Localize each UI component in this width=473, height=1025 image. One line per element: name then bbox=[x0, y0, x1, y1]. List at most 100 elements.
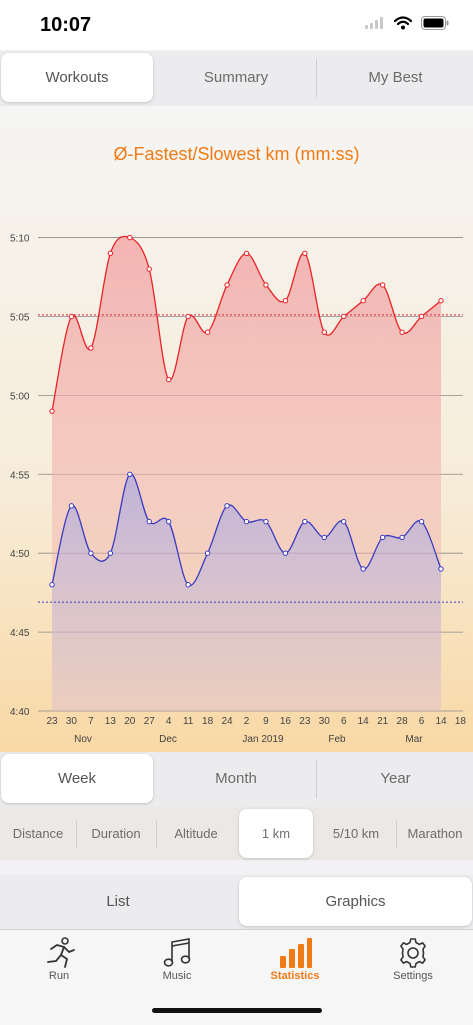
slowest-point bbox=[49, 582, 55, 588]
slowest-point bbox=[438, 566, 444, 572]
x-tick-label: 24 bbox=[221, 716, 233, 727]
slowest-point bbox=[418, 518, 425, 525]
wifi-icon bbox=[394, 16, 412, 30]
tabbar-run-label: Run bbox=[48, 970, 70, 982]
period-segmented-control: Week Month Year bbox=[0, 752, 473, 807]
slowest-series-area bbox=[52, 473, 441, 711]
x-tick-label: 20 bbox=[124, 716, 136, 727]
tabbar-statistics-label: Statistics bbox=[270, 970, 320, 982]
slowest-point bbox=[360, 566, 366, 572]
fastest-point bbox=[418, 313, 425, 320]
y-tick-label: 4:50 bbox=[10, 549, 30, 560]
y-tick-label: 5:05 bbox=[10, 312, 30, 323]
fastest-point bbox=[224, 282, 230, 288]
tab-1km[interactable]: 1 km bbox=[239, 809, 313, 858]
slowest-point bbox=[282, 550, 289, 556]
fastest-point bbox=[263, 282, 269, 288]
slowest-point bbox=[224, 503, 230, 509]
y-tick-label: 5:10 bbox=[10, 234, 30, 245]
pace-chart: 4:40 4:45 4:50 4:55 5:00 5:05 5:10 23 30 7 13 20 27 4… bbox=[10, 234, 467, 745]
month-label: Mar bbox=[405, 734, 423, 745]
tab-list[interactable]: List bbox=[106, 893, 130, 910]
month-label: Dec bbox=[159, 734, 177, 745]
segment-divider bbox=[316, 59, 317, 97]
fastest-point bbox=[379, 282, 386, 288]
x-tick-label: 30 bbox=[319, 716, 331, 727]
status-time: 10:07 bbox=[40, 14, 92, 36]
fastest-point bbox=[360, 297, 366, 304]
tab-graphics[interactable]: Graphics bbox=[239, 877, 472, 926]
fastest-point bbox=[302, 250, 308, 257]
slowest-point bbox=[88, 550, 94, 556]
fastest-point bbox=[166, 376, 172, 383]
fastest-point bbox=[127, 234, 133, 241]
fastest-point bbox=[88, 345, 94, 351]
tab-week[interactable]: Week bbox=[1, 754, 153, 803]
gear-icon bbox=[354, 936, 472, 970]
fastest-point bbox=[68, 313, 75, 320]
slowest-point bbox=[302, 518, 308, 525]
tabbar-music[interactable]: Music bbox=[118, 930, 236, 990]
fastest-point bbox=[185, 313, 191, 320]
tab-altitude[interactable]: Altitude bbox=[174, 826, 218, 841]
month-label: Feb bbox=[328, 734, 346, 745]
x-tick-label: 6 bbox=[419, 716, 425, 727]
x-tick-label: 4 bbox=[166, 716, 172, 727]
segment-divider bbox=[396, 820, 397, 848]
fastest-point bbox=[438, 297, 444, 304]
x-tick-label: 2 bbox=[244, 716, 250, 727]
tabbar-settings[interactable]: Settings bbox=[354, 930, 472, 990]
x-tick-label: 16 bbox=[280, 716, 292, 727]
tab-workouts[interactable]: Workouts bbox=[1, 53, 153, 102]
x-tick-label: 23 bbox=[299, 716, 311, 727]
x-tick-label: 23 bbox=[46, 716, 58, 727]
tab-summary[interactable]: Summary bbox=[203, 69, 269, 86]
x-tick-label: 18 bbox=[455, 716, 467, 727]
slowest-point bbox=[166, 518, 172, 525]
x-tick-label: 13 bbox=[105, 716, 117, 727]
x-tick-label: 27 bbox=[144, 716, 156, 727]
y-tick-label: 4:40 bbox=[10, 707, 30, 718]
signal-icon bbox=[365, 17, 383, 29]
month-label: Jan 2019 bbox=[242, 734, 284, 745]
status-icons bbox=[365, 16, 449, 30]
fastest-point bbox=[321, 329, 327, 335]
slowest-point bbox=[204, 550, 211, 556]
tab-my-best[interactable]: My Best bbox=[368, 69, 423, 86]
x-tick-label: 21 bbox=[377, 716, 389, 727]
battery-icon bbox=[421, 16, 449, 30]
fastest-point bbox=[204, 329, 211, 335]
segment-divider bbox=[76, 820, 77, 848]
x-tick-label: 7 bbox=[88, 716, 94, 727]
tab-distance[interactable]: Distance bbox=[12, 826, 64, 841]
x-tick-label: 14 bbox=[435, 716, 447, 727]
bar-chart-icon bbox=[236, 936, 354, 970]
x-tick-label: 11 bbox=[183, 716, 194, 727]
tabbar-run[interactable]: Run bbox=[0, 930, 118, 990]
x-tick-label: 9 bbox=[263, 716, 269, 727]
slowest-point bbox=[127, 471, 133, 477]
slowest-point bbox=[399, 534, 405, 541]
slowest-point bbox=[146, 518, 152, 525]
x-tick-label: 30 bbox=[66, 716, 78, 727]
segment-divider bbox=[156, 820, 157, 848]
chart-title: Ø-Fastest/Slowest km (mm:ss) bbox=[113, 144, 360, 164]
tab-marathon[interactable]: Marathon bbox=[407, 826, 463, 841]
x-tick-label: 28 bbox=[397, 716, 409, 727]
x-tick-label: 14 bbox=[358, 716, 370, 727]
tabbar-statistics[interactable]: Statistics bbox=[236, 930, 354, 990]
x-tick-label: 18 bbox=[202, 716, 214, 727]
slowest-point bbox=[107, 550, 114, 556]
tab-year[interactable]: Year bbox=[380, 770, 411, 787]
segment-divider bbox=[316, 760, 317, 798]
slowest-point bbox=[379, 534, 386, 541]
month-label: Nov bbox=[74, 734, 92, 745]
music-note-icon bbox=[118, 936, 236, 970]
slowest-point bbox=[263, 518, 269, 525]
tab-month[interactable]: Month bbox=[215, 770, 257, 787]
tab-5-10km[interactable]: 5/10 km bbox=[332, 826, 380, 841]
slowest-point bbox=[68, 503, 75, 509]
fastest-point bbox=[146, 266, 152, 272]
home-indicator bbox=[152, 1008, 322, 1013]
tab-duration[interactable]: Duration bbox=[91, 826, 141, 841]
